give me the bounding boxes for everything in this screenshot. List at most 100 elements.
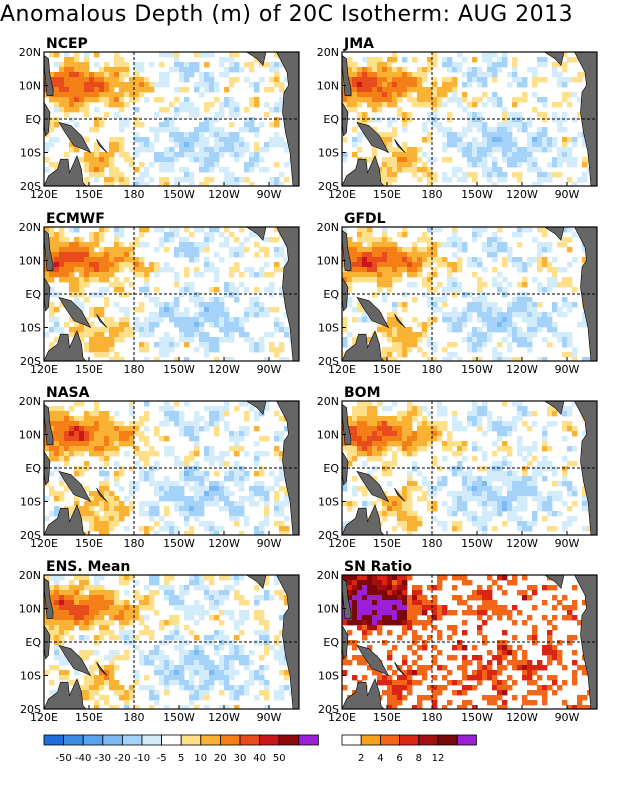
- panel-label: ECMWF: [46, 211, 105, 227]
- lon-tick-label: 150E: [75, 537, 103, 550]
- lon-tick-label: 150W: [163, 537, 195, 550]
- lat-tick-label: 10S: [318, 322, 339, 335]
- lat-tick-label: 10S: [20, 496, 41, 509]
- lon-tick-label: 180: [124, 537, 145, 550]
- lon-tick-label: 120W: [506, 537, 538, 550]
- lon-tick-label: 150E: [75, 188, 103, 201]
- lat-tick-label: 20S: [318, 180, 339, 193]
- lon-tick-label: 90W: [555, 188, 580, 201]
- lon-tick-label: 90W: [257, 537, 282, 550]
- lat-tick-label: 10S: [20, 670, 41, 683]
- lat-tick-label: EQ: [323, 462, 339, 475]
- lon-tick-label: 150E: [75, 711, 103, 724]
- panel-label: JMA: [343, 36, 374, 52]
- lon-tick-label: 180: [422, 188, 443, 201]
- lon-tick-label: 180: [422, 711, 443, 724]
- panel-label: SN Ratio: [344, 559, 412, 575]
- lon-tick-label: 90W: [257, 711, 282, 724]
- lat-tick-label: 20N: [19, 395, 41, 408]
- panel-label: ENS. Mean: [46, 559, 130, 575]
- lat-tick-label: 20S: [318, 529, 339, 542]
- lon-tick-label: 90W: [555, 711, 580, 724]
- lon-tick-label: 120E: [328, 537, 356, 550]
- panel-label: NCEP: [46, 36, 88, 52]
- lat-tick-label: 20S: [20, 529, 41, 542]
- lon-tick-label: 120W: [208, 363, 240, 376]
- lon-tick-label: 120E: [328, 711, 356, 724]
- lat-tick-label: EQ: [323, 636, 339, 649]
- lon-tick-label: 120W: [506, 363, 538, 376]
- lat-tick-label: 10N: [19, 603, 41, 616]
- lat-tick-label: 10N: [317, 429, 339, 442]
- lat-tick-label: 20N: [317, 569, 339, 582]
- lat-tick-label: EQ: [25, 636, 41, 649]
- lon-tick-label: 90W: [257, 188, 282, 201]
- lon-tick-label: 120W: [208, 188, 240, 201]
- panel-label: BOM: [344, 385, 381, 401]
- lat-tick-label: 10N: [317, 80, 339, 93]
- lon-tick-label: 120W: [208, 711, 240, 724]
- lon-tick-label: 150E: [373, 711, 401, 724]
- lon-tick-label: 150E: [75, 363, 103, 376]
- lat-tick-label: 10N: [19, 80, 41, 93]
- lat-tick-label: EQ: [323, 113, 339, 126]
- lat-tick-label: 20N: [317, 46, 339, 59]
- lat-tick-label: 20N: [19, 569, 41, 582]
- lon-tick-label: 150W: [461, 363, 493, 376]
- lon-tick-label: 150E: [373, 188, 401, 201]
- panel-label: NASA: [46, 385, 90, 401]
- page-title: Anomalous Depth (m) of 20C Isotherm: AUG…: [0, 2, 574, 27]
- lon-tick-label: 120E: [30, 711, 58, 724]
- lat-tick-label: 10N: [317, 255, 339, 268]
- lon-tick-label: 180: [422, 537, 443, 550]
- lon-tick-label: 120E: [30, 188, 58, 201]
- lat-tick-label: 10N: [19, 429, 41, 442]
- lat-tick-label: 10S: [20, 147, 41, 160]
- lat-tick-label: 20S: [20, 180, 41, 193]
- lon-tick-label: 150W: [163, 711, 195, 724]
- lon-tick-label: 90W: [555, 537, 580, 550]
- lon-tick-label: 90W: [555, 363, 580, 376]
- lon-tick-label: 150W: [461, 537, 493, 550]
- lat-tick-label: 20N: [19, 221, 41, 234]
- lon-tick-label: 150E: [373, 537, 401, 550]
- lat-tick-label: 20S: [20, 355, 41, 368]
- lat-tick-label: EQ: [25, 113, 41, 126]
- lon-tick-label: 150W: [163, 188, 195, 201]
- panel-label: GFDL: [344, 211, 386, 227]
- lon-tick-label: 120E: [328, 363, 356, 376]
- lon-tick-label: 150W: [163, 363, 195, 376]
- lon-tick-label: 150E: [373, 363, 401, 376]
- lat-tick-label: 10N: [317, 603, 339, 616]
- lat-tick-label: 10S: [318, 496, 339, 509]
- lat-tick-label: 20S: [318, 355, 339, 368]
- lat-tick-label: 10S: [318, 670, 339, 683]
- lat-tick-label: 20N: [19, 46, 41, 59]
- lat-tick-label: 10S: [20, 322, 41, 335]
- lon-tick-label: 120W: [506, 711, 538, 724]
- lat-tick-label: EQ: [25, 462, 41, 475]
- lat-tick-label: 20S: [20, 703, 41, 716]
- lon-tick-label: 120W: [208, 537, 240, 550]
- lon-tick-label: 150W: [461, 711, 493, 724]
- lon-tick-label: 150W: [461, 188, 493, 201]
- lat-tick-label: EQ: [25, 288, 41, 301]
- lon-tick-label: 120E: [328, 188, 356, 201]
- lon-tick-label: 180: [422, 363, 443, 376]
- lat-tick-label: 10S: [318, 147, 339, 160]
- lon-tick-label: 90W: [257, 363, 282, 376]
- lat-tick-label: 20N: [317, 221, 339, 234]
- lon-tick-label: 120E: [30, 537, 58, 550]
- lat-tick-label: 20S: [318, 703, 339, 716]
- lat-tick-label: EQ: [323, 288, 339, 301]
- lat-tick-label: 20N: [317, 395, 339, 408]
- lon-tick-label: 120E: [30, 363, 58, 376]
